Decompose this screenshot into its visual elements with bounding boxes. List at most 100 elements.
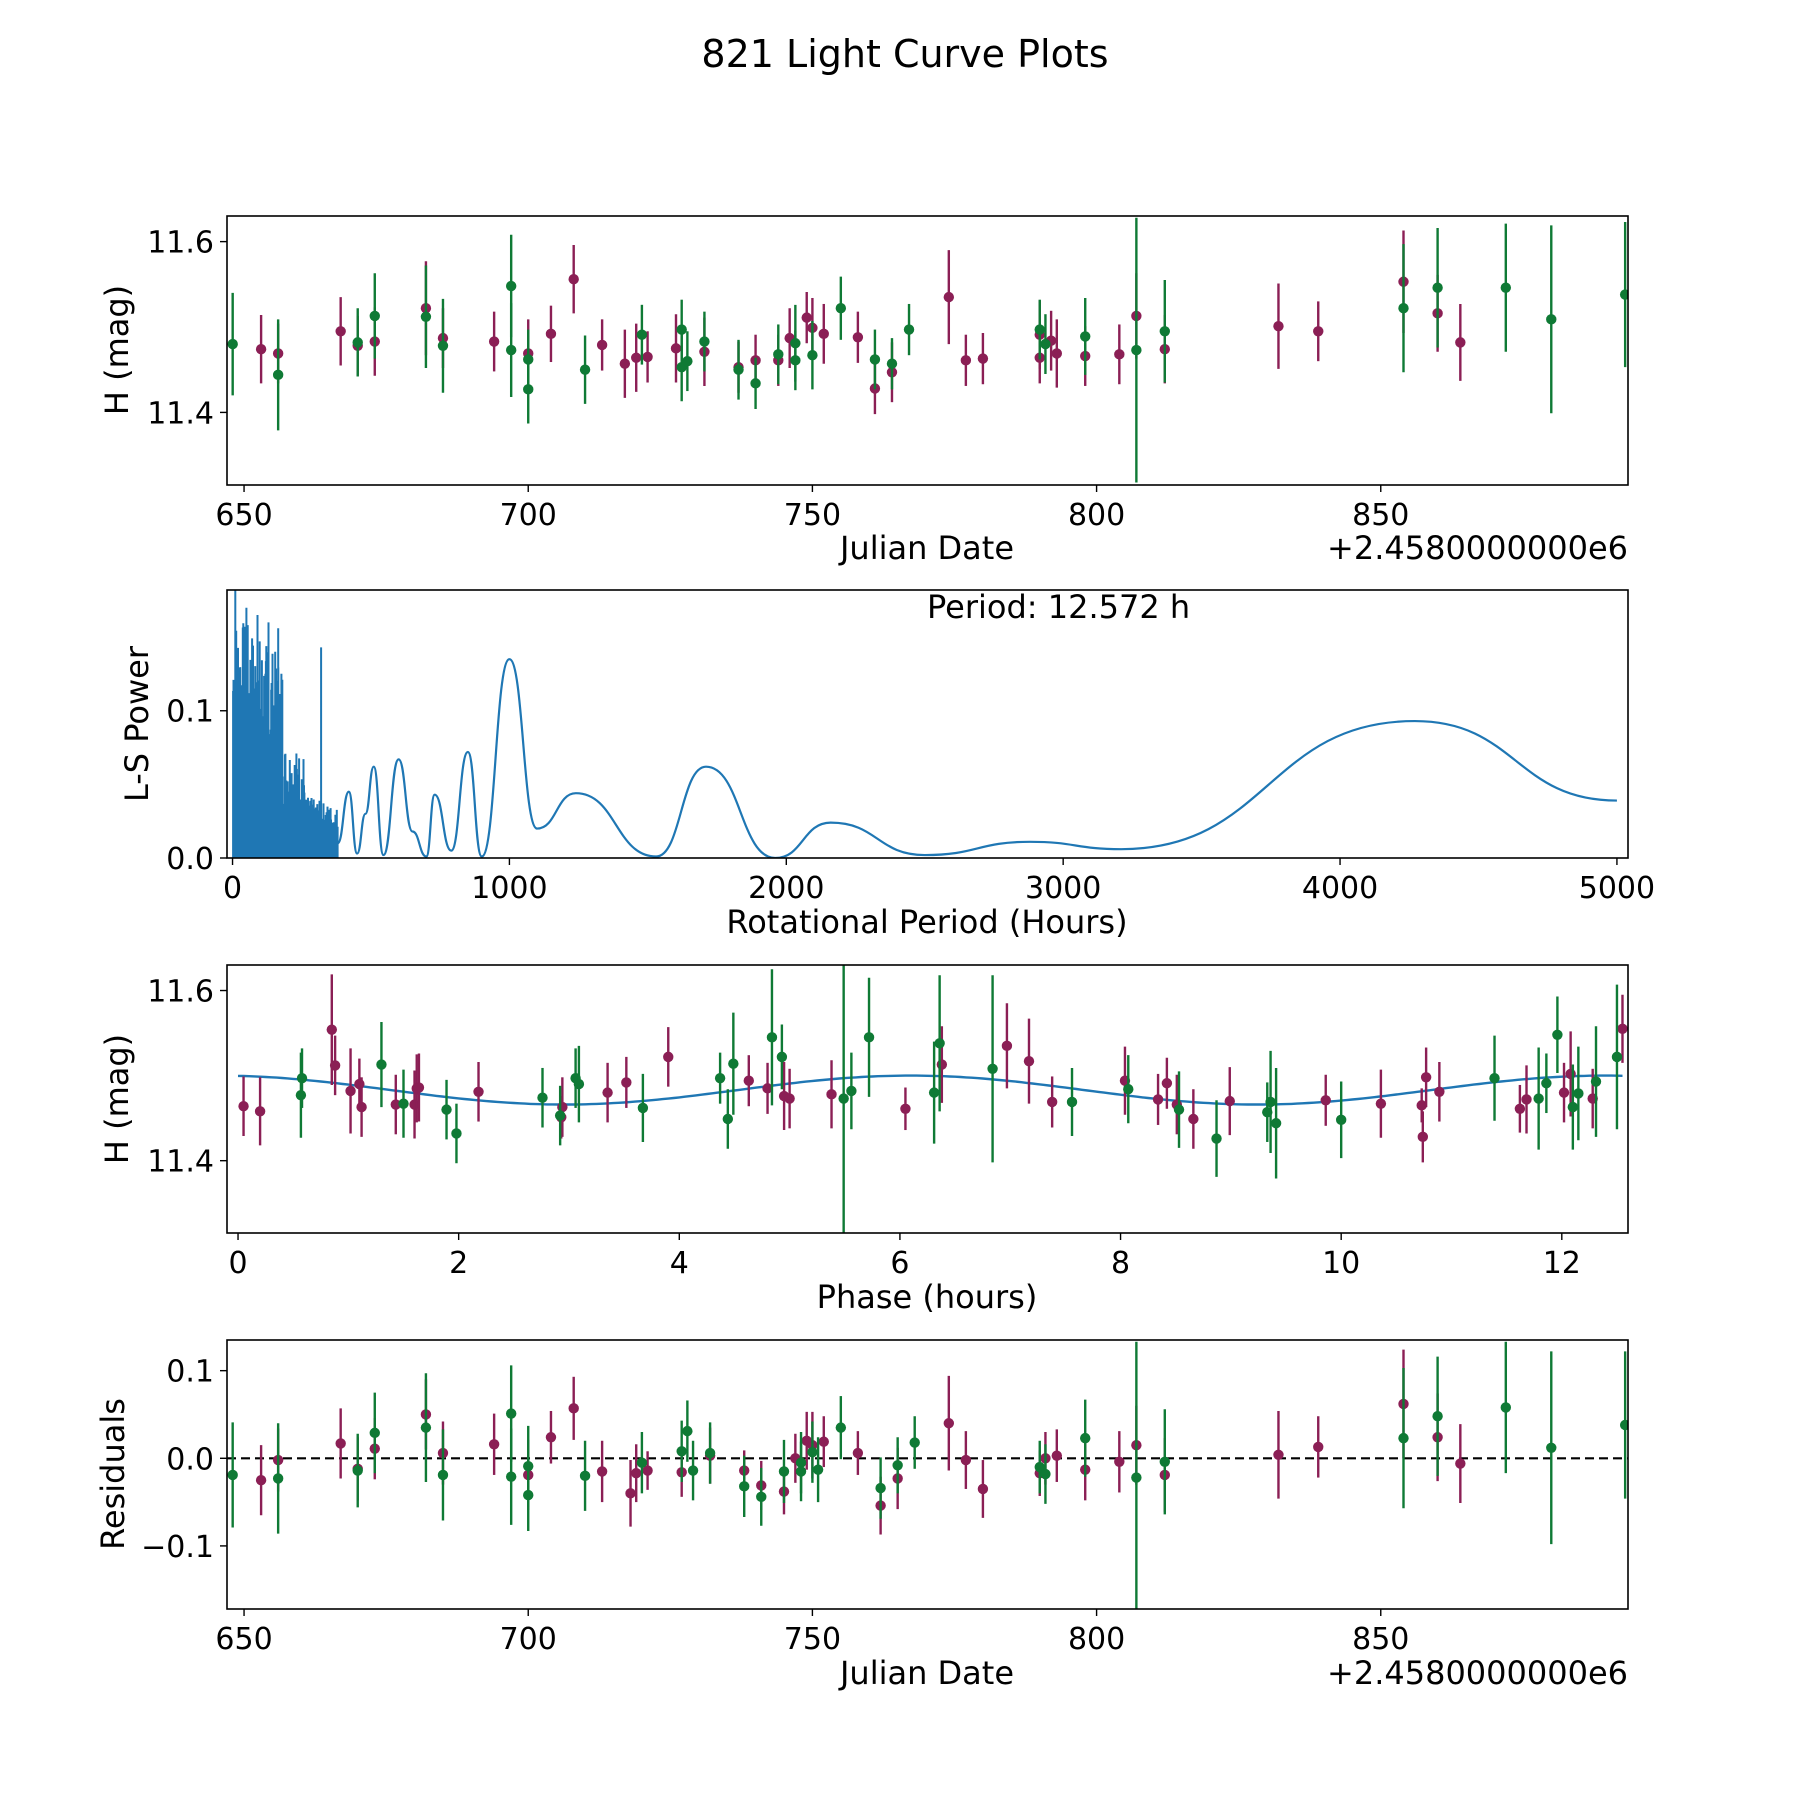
- data-point-filter-b: [875, 1457, 886, 1519]
- marker: [523, 384, 534, 395]
- x-tick-label: 5000: [1579, 871, 1655, 906]
- lightcurve-xlabel: Julian Date: [838, 529, 1014, 567]
- data-point-filter-a: [826, 1060, 837, 1129]
- data-point-filter-b: [750, 357, 761, 409]
- marker: [1617, 1023, 1628, 1035]
- data-point-filter-b: [1173, 1071, 1185, 1148]
- data-point-filter-a: [488, 311, 500, 372]
- data-point-filter-b: [227, 1422, 238, 1528]
- data-point-filter-a: [631, 1444, 642, 1503]
- lightcurve-panel: 650 700 750 800 850 11.4 11.6 Julian Date +2.…: [98, 215, 1629, 567]
- data-point-filter-a: [1171, 1074, 1183, 1135]
- marker: [1417, 1131, 1429, 1143]
- x-tick-label: 0: [223, 871, 242, 906]
- periodogram-marks: [232, 590, 1617, 858]
- data-point-filter-a: [255, 315, 267, 384]
- marker: [801, 312, 812, 323]
- marker: [488, 336, 500, 347]
- marker: [568, 1403, 579, 1414]
- data-point-filter-b: [790, 330, 801, 391]
- data-point-filter-a: [1521, 1065, 1532, 1134]
- data-point-filter-b: [766, 969, 778, 1106]
- marker: [636, 329, 648, 340]
- marker: [1040, 338, 1051, 350]
- x-tick-label: 650: [215, 1622, 272, 1657]
- data-point-filter-a: [631, 323, 642, 392]
- marker: [1051, 348, 1063, 359]
- marker: [756, 1491, 767, 1503]
- marker: [352, 337, 363, 348]
- y-tick-label: 11.4: [147, 396, 214, 431]
- marker: [255, 344, 267, 355]
- data-point-filter-a: [1313, 1416, 1324, 1478]
- data-point-filter-b: [776, 1024, 788, 1090]
- data-point-filter-b: [1619, 221, 1628, 368]
- data-point-filter-b: [554, 1085, 566, 1146]
- data-point-filter-a: [557, 1077, 568, 1137]
- marker: [554, 1110, 566, 1121]
- marker: [1375, 1098, 1387, 1109]
- x-tick-label: 700: [500, 1622, 557, 1657]
- marker: [869, 354, 881, 365]
- marker: [812, 1464, 824, 1475]
- data-point-filter-a: [568, 1376, 579, 1440]
- data-point-filter-a: [642, 331, 653, 383]
- marker: [579, 364, 591, 375]
- marker: [596, 1466, 608, 1477]
- phase-yticks: 11.4 11.6: [147, 975, 227, 1180]
- y-tick-label: 11.4: [147, 1145, 214, 1180]
- marker: [255, 1474, 267, 1486]
- data-point-filter-b: [1040, 314, 1051, 374]
- x-tick-label: 750: [784, 498, 841, 533]
- y-tick-label: 11.6: [147, 975, 214, 1010]
- marker: [1114, 1456, 1125, 1467]
- data-point-filter-b: [863, 977, 875, 1097]
- marker: [637, 1102, 649, 1114]
- data-point-filter-a: [1001, 1003, 1013, 1089]
- data-point-filter-b: [1270, 1067, 1282, 1179]
- marker: [1023, 1055, 1035, 1067]
- marker: [1398, 303, 1409, 314]
- marker: [1152, 1094, 1164, 1105]
- data-point-filter-a: [1188, 1089, 1199, 1149]
- phase-axes-frame: [226, 964, 1629, 1234]
- data-point-filter-b: [687, 1440, 699, 1501]
- data-point-filter-b: [1590, 1026, 1602, 1137]
- data-point-filter-b: [676, 1420, 687, 1482]
- x-tick-label: 10: [1322, 1246, 1360, 1281]
- marker: [909, 1437, 920, 1448]
- marker: [420, 311, 432, 322]
- marker: [272, 1473, 284, 1484]
- periodogram-yticks: 0.0 0.1: [166, 695, 227, 877]
- marker: [1131, 1472, 1142, 1483]
- marker: [863, 1032, 875, 1043]
- data-point-filter-b: [1034, 299, 1045, 360]
- data-point-filter-b: [812, 1437, 824, 1503]
- y-tick-label: −0.1: [141, 1530, 214, 1565]
- data-point-filter-b: [420, 265, 432, 369]
- phase-marks: [237, 965, 1628, 1233]
- data-point-filter-a: [1420, 1047, 1432, 1108]
- figure-title: 821 Light Curve Plots: [701, 32, 1108, 76]
- data-point-filter-b: [523, 1459, 534, 1532]
- data-point-filter-b: [928, 1041, 940, 1144]
- marker: [1500, 1402, 1512, 1413]
- data-point-filter-a: [1417, 1111, 1429, 1163]
- data-point-filter-b: [733, 339, 744, 400]
- data-point-filter-b: [1541, 1053, 1552, 1114]
- marker: [1159, 326, 1170, 337]
- x-tick-label: 1000: [471, 871, 547, 906]
- data-point-filter-a: [801, 292, 812, 344]
- marker: [1398, 1432, 1409, 1444]
- data-point-filter-a: [1375, 1069, 1387, 1138]
- data-point-filter-a: [335, 1408, 346, 1479]
- marker: [352, 1465, 363, 1476]
- data-point-filter-b: [886, 338, 898, 390]
- y-tick-label: 0.1: [166, 695, 214, 730]
- marker: [1541, 1078, 1552, 1089]
- data-point-filter-a: [545, 1410, 557, 1464]
- data-point-filter-a: [1434, 1061, 1445, 1122]
- lightcurve-axes-frame: [226, 215, 1629, 486]
- marker: [977, 1483, 989, 1495]
- data-point-filter-b: [1123, 1055, 1134, 1124]
